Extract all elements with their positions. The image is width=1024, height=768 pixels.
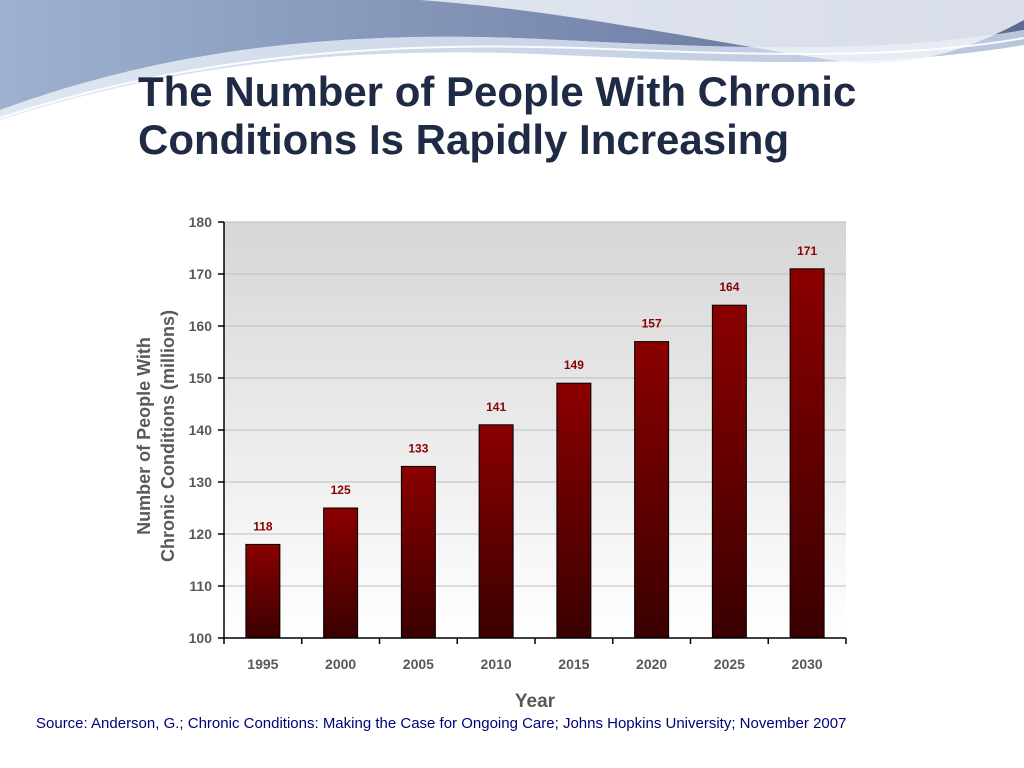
y-tick-label: 180: [189, 214, 213, 230]
x-axis-title: Year: [515, 691, 556, 712]
bar-2000: [323, 507, 359, 639]
y-tick-label: 110: [189, 578, 212, 594]
data-label-2000: 125: [331, 483, 351, 497]
data-label-2010: 141: [486, 400, 506, 414]
bar-2015: [556, 382, 592, 639]
bar-2030: [789, 268, 825, 639]
data-label-2030: 171: [797, 244, 817, 258]
slide-title-line-2: Conditions Is Rapidly Increasing: [138, 116, 790, 163]
y-tick-label: 120: [189, 526, 213, 542]
slide-title-line-1: The Number of People With Chronic: [138, 68, 857, 115]
bar-2020: [634, 341, 670, 639]
data-label-2025: 164: [719, 280, 739, 294]
y-tick-label: 100: [189, 630, 213, 646]
header-swoosh-decoration: [0, 0, 1024, 120]
data-label-2015: 149: [564, 358, 584, 372]
y-tick-label: 170: [189, 266, 213, 282]
slide-title: The Number of People With Chronic Condit…: [138, 68, 998, 164]
y-axis-title-line-2: Chronic Conditions (millions): [158, 310, 178, 562]
axes: [218, 221, 847, 644]
x-tick-label-2015: 2015: [558, 656, 589, 672]
x-tick-label-1995: 1995: [247, 656, 278, 672]
source-citation: Source: Anderson, G.; Chronic Conditions…: [36, 715, 847, 732]
y-tick-label: 140: [189, 422, 213, 438]
data-label-2005: 133: [408, 441, 428, 455]
y-tick-label: 130: [189, 474, 213, 490]
x-tick-label-2000: 2000: [325, 656, 356, 672]
y-axis-title-line-1: Number of People With: [134, 337, 154, 535]
data-label-2020: 157: [642, 317, 662, 331]
data-labels: 118 125 133 141 149 157 164 171: [253, 244, 817, 534]
y-tick-labels: 100 110 120 130 140 150 160 170 180: [189, 214, 213, 646]
x-tick-label-2020: 2020: [636, 656, 667, 672]
x-tick-label-2010: 2010: [481, 656, 512, 672]
data-label-1995: 118: [253, 519, 273, 533]
x-tick-label-2005: 2005: [403, 656, 434, 672]
x-tick-labels: 1995 2000 2005 2010 2015 2020 2025 2030: [247, 656, 823, 672]
y-tick-label: 150: [189, 370, 213, 386]
bar-2005: [400, 465, 436, 639]
x-tick-label-2025: 2025: [714, 656, 745, 672]
bar-2010: [478, 424, 514, 639]
bar-1995: [245, 543, 281, 639]
bars: [245, 268, 825, 639]
y-tick-label: 160: [189, 318, 213, 334]
bar-2025: [711, 304, 747, 639]
x-tick-label-2030: 2030: [792, 656, 823, 672]
